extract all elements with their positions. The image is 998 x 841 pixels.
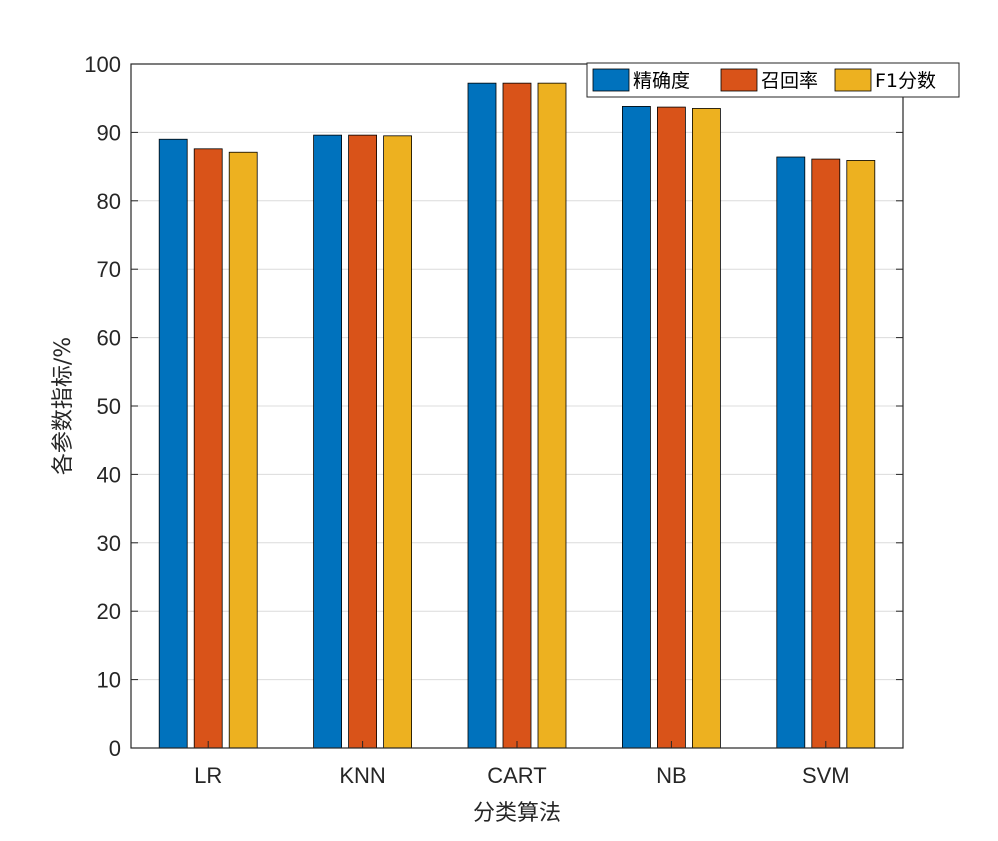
bar-KNN-3: [383, 135, 413, 749]
y-tick-label: 100: [84, 52, 121, 77]
bar-KNN-1: [313, 134, 343, 749]
bar-CART-3: [537, 82, 567, 749]
legend-swatch-3: [834, 68, 872, 92]
legend-swatch-2: [720, 68, 758, 92]
x-tick-label: LR: [194, 763, 222, 788]
bar-CART-2: [502, 82, 532, 749]
y-tick-label: 50: [97, 394, 121, 419]
y-tick-label: 60: [97, 326, 121, 351]
y-tick-label: 90: [97, 120, 121, 145]
bar-CART-1: [467, 82, 497, 749]
x-tick-label: SVM: [802, 763, 850, 788]
legend-label-2: 召回率: [761, 70, 818, 92]
x-tick-label: CART: [487, 763, 547, 788]
legend-box: [586, 62, 960, 98]
legend-label-3: F1分数: [875, 70, 936, 92]
y-tick-label: 0: [109, 736, 121, 761]
y-ticks: 0 10 20 30 40 50 60 70 80 90 100: [84, 52, 903, 761]
bar-LR-2: [193, 148, 223, 749]
y-tick-label: 30: [97, 531, 121, 556]
bar-SVM-3: [846, 160, 876, 749]
y-tick-label: 70: [97, 257, 121, 282]
bar-SVM-2: [811, 158, 841, 749]
bar-LR-1: [158, 138, 188, 749]
bars: [158, 82, 876, 749]
bar-NB-3: [692, 108, 721, 749]
y-tick-label: 10: [97, 668, 121, 693]
legend-label-1: 精确度: [633, 70, 690, 92]
bar-KNN-2: [348, 134, 378, 749]
x-tick-label: NB: [656, 763, 687, 788]
y-tick-label: 80: [97, 189, 121, 214]
bar-NB-1: [622, 106, 651, 749]
x-tick-label: KNN: [339, 763, 385, 788]
bar-LR-3: [228, 151, 258, 749]
bar-NB-2: [657, 106, 686, 749]
x-axis-title: 分类算法: [473, 801, 561, 826]
y-axis-title: 各参数指标/%: [51, 337, 76, 475]
legend-swatch-1: [592, 68, 630, 92]
x-ticks: LR KNN CART NB SVM: [194, 741, 850, 788]
y-tick-label: 40: [97, 462, 121, 487]
bar-SVM-1: [776, 156, 806, 749]
y-tick-label: 20: [97, 599, 121, 624]
legend: 精确度 召回率 F1分数: [586, 62, 960, 98]
